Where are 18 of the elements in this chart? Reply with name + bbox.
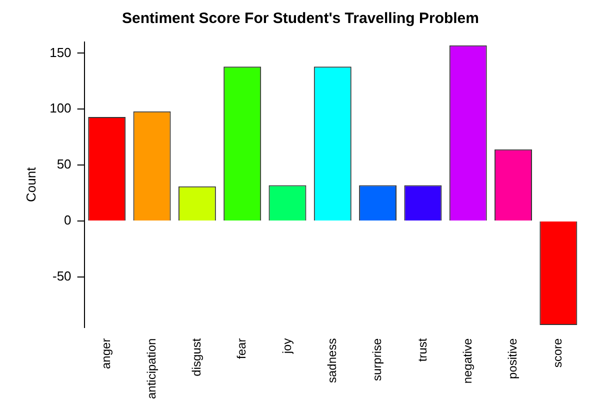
y-tick-label: -50 bbox=[52, 268, 72, 284]
x-tick-label: disgust bbox=[189, 338, 204, 376]
x-tick-label: anger bbox=[99, 338, 114, 369]
x-tick-label: fear bbox=[234, 338, 249, 359]
x-tick-label: surprise bbox=[370, 338, 384, 381]
x-tick-label: positive bbox=[506, 338, 520, 379]
chart-title: Sentiment Score For Student's Travelling Problem bbox=[122, 10, 479, 28]
y-tick-label: 100 bbox=[50, 100, 72, 116]
x-tick-label: trust bbox=[415, 338, 430, 362]
x-tick-label: negative bbox=[460, 338, 474, 384]
y-tick-label: 50 bbox=[56, 156, 72, 172]
y-axis-title: Count bbox=[23, 166, 38, 202]
x-tick-label: sadness bbox=[324, 338, 339, 383]
x-tick-label: joy bbox=[280, 338, 294, 355]
y-tick-label: 0 bbox=[64, 212, 72, 228]
x-tick-label: score bbox=[550, 338, 565, 368]
x-tick-label: anticipation bbox=[144, 338, 158, 400]
y-tick-label: 150 bbox=[50, 44, 72, 60]
